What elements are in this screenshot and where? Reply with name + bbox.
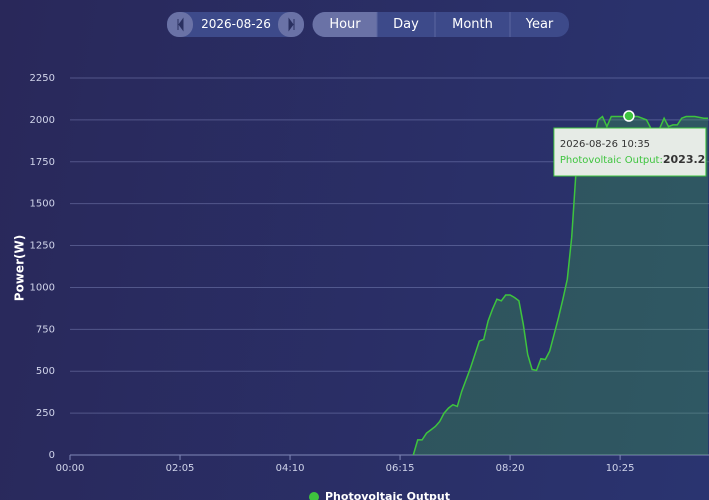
period-button-active[interactable]: [312, 12, 378, 37]
y-tick-label: 2250: [30, 73, 55, 84]
highlight-point: [623, 110, 635, 122]
tooltip-series: Photovoltaic Output:: [560, 155, 663, 166]
y-tick-label: 750: [36, 324, 55, 335]
date-picker: [167, 12, 304, 37]
y-tick-label: 1000: [30, 282, 55, 293]
period-button[interactable]: Year: [525, 17, 554, 32]
tooltip-time: 2026-08-26 10:35: [560, 139, 650, 150]
x-tick-label: 02:05: [166, 463, 195, 474]
next-icon: [288, 17, 295, 32]
y-tick-label: 0: [49, 450, 55, 461]
y-axis-label: Power(W): [13, 235, 27, 301]
x-tick-label: 04:10: [276, 463, 305, 474]
period-button[interactable]: Month: [452, 17, 493, 32]
y-tick-label: 1250: [30, 241, 55, 252]
y-tick-label: 250: [36, 408, 55, 419]
legend-label: Photovoltaic Output: [325, 490, 450, 500]
x-tick-label: 06:15: [386, 463, 415, 474]
y-tick-label: 1750: [30, 157, 55, 168]
y-tick-label: 2000: [30, 115, 55, 126]
period-button[interactable]: Hour: [329, 17, 361, 32]
prev-icon: [177, 17, 184, 32]
x-tick-label: 00:00: [56, 463, 85, 474]
y-tick-label: 500: [36, 366, 55, 377]
x-tick-label: 10:25: [606, 463, 635, 474]
date-text: 2026-08-26: [201, 17, 271, 31]
period-button[interactable]: Day: [393, 17, 419, 32]
legend-marker: [309, 492, 319, 500]
tooltip: [553, 127, 707, 177]
area: [413, 116, 709, 455]
y-tick-label: 1500: [30, 199, 55, 210]
tooltip-value: 2023.2: [663, 153, 705, 166]
x-tick-label: 08:20: [496, 463, 525, 474]
